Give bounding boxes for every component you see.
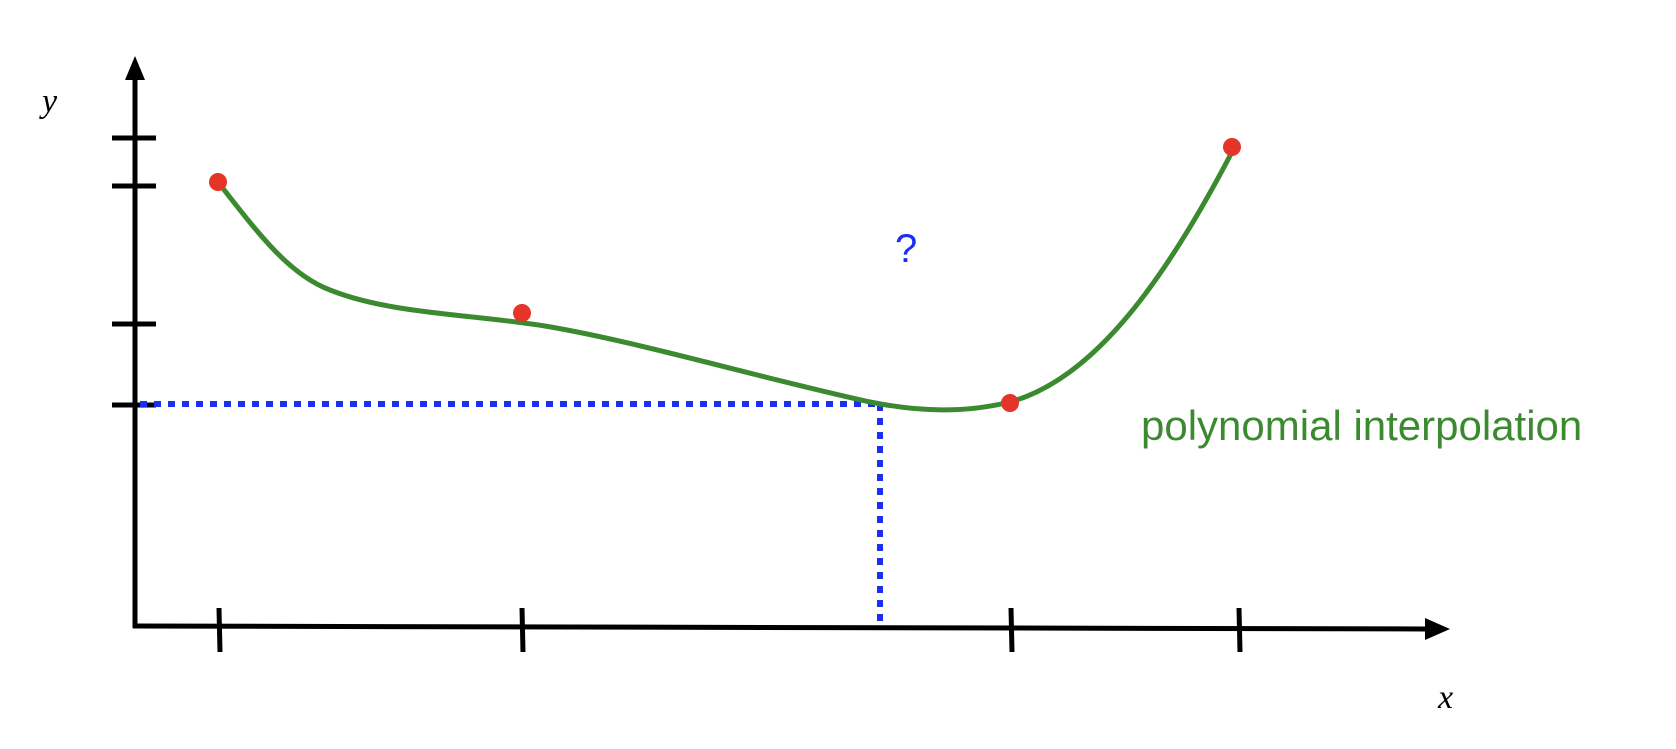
x-tick-3 — [1008, 607, 1015, 653]
interpolation-curve — [215, 149, 1235, 413]
x-tick-4 — [1236, 607, 1243, 653]
question-mark: ? — [895, 227, 917, 271]
data-point-4 — [1223, 138, 1241, 156]
data-point-1 — [209, 173, 227, 191]
x-axis-label: x — [1437, 679, 1453, 716]
curve-label: polynomial interpolation — [1141, 402, 1582, 449]
x-axis-arrowhead — [1425, 618, 1450, 640]
data-point-2 — [513, 304, 531, 322]
x-tick-1 — [216, 607, 223, 653]
y-axis-label: y — [39, 83, 58, 120]
y-axis-arrowhead — [125, 56, 145, 80]
x-axis — [132, 623, 1426, 632]
data-point-3 — [1001, 394, 1019, 412]
x-tick-2 — [519, 607, 526, 653]
